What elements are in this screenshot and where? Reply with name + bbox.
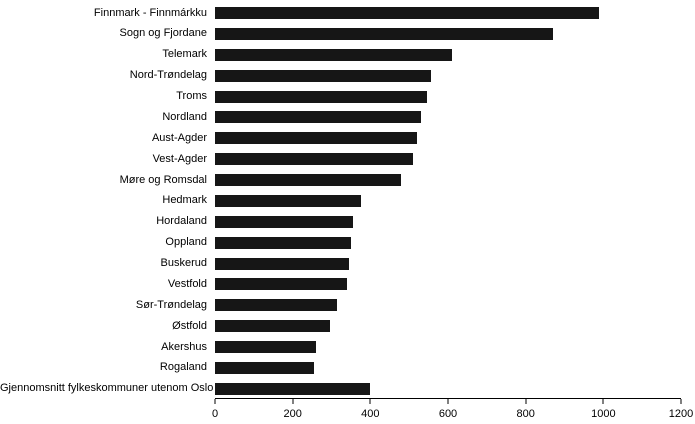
- bar: [215, 174, 402, 186]
- category-label: Østfold: [172, 319, 207, 332]
- chart-row: Hordaland: [0, 212, 681, 232]
- x-axis-tick-label: 0: [211, 408, 219, 420]
- chart-row: Vestfold: [0, 274, 681, 294]
- category-label: Finnmark - Finnmárkku: [93, 6, 207, 19]
- bar: [215, 341, 316, 353]
- bar-track: [215, 132, 681, 145]
- x-axis-tick: [525, 399, 527, 404]
- x-axis-tick-label: 800: [516, 408, 535, 420]
- category-label: Buskerud: [160, 257, 207, 269]
- bar: [215, 215, 353, 228]
- x-axis-tick-label: 400: [361, 408, 380, 420]
- x-axis-tick: [369, 399, 371, 404]
- bar-track: [215, 299, 681, 312]
- bar-track: [215, 48, 681, 61]
- bar-track: [215, 341, 681, 353]
- bar-track: [215, 7, 681, 19]
- bar: [215, 69, 431, 82]
- bar: [215, 236, 351, 249]
- bar: [215, 382, 371, 395]
- chart-row: Vest-Agder: [0, 149, 681, 169]
- category-label: Nordland: [162, 110, 207, 123]
- chart-row: Rogaland: [0, 358, 681, 378]
- x-axis-tick-labels: 0 200 400 600 800 1000 1200: [211, 408, 693, 421]
- x-axis-tick-label: 1000: [591, 408, 616, 420]
- bar-track: [215, 27, 681, 40]
- bar: [215, 153, 414, 166]
- bar-track: [215, 361, 681, 374]
- x-axis-tick: [680, 399, 682, 404]
- category-label: Vest-Agder: [152, 152, 207, 165]
- bar: [215, 48, 452, 61]
- category-label: Hedmark: [162, 194, 207, 207]
- chart-row: Sør-Trøndelag: [0, 295, 681, 315]
- chart-row: Finnmark - Finnmárkku: [0, 3, 681, 23]
- bar: [215, 27, 553, 40]
- bar: [215, 111, 421, 124]
- chart-rows: Finnmark - Finnmárkku Sogn og Fjordane Tel…: [0, 3, 681, 399]
- category-label: Rogaland: [159, 361, 207, 374]
- category-label: Aust-Agder: [151, 131, 207, 144]
- category-label: Hordaland: [156, 215, 207, 228]
- chart-row: Telemark: [0, 45, 681, 65]
- bar-track: [215, 215, 681, 228]
- x-axis-tick: [447, 399, 449, 404]
- chart-row: Troms: [0, 87, 681, 107]
- chart-row: Nordland: [0, 107, 681, 127]
- category-label: Telemark: [162, 48, 207, 61]
- chart-row: Østfold: [0, 316, 681, 336]
- chart-row: Gjennomsnitt fylkeskommuner utenom Oslo: [0, 379, 681, 399]
- chart-row: Aust-Agder: [0, 128, 681, 148]
- category-label: Møre og Romsdal: [119, 173, 207, 186]
- x-axis-tick-label: 1200: [668, 408, 694, 420]
- category-label: Nord-Trøndelag: [129, 69, 207, 82]
- category-label: Sør-Trøndelag: [135, 298, 207, 311]
- x-axis-tick: [602, 399, 604, 404]
- bar: [215, 132, 417, 145]
- bar: [215, 7, 600, 19]
- chart-row: Møre og Romsdal: [0, 170, 681, 190]
- chart-row: Sogn og Fjordane: [0, 24, 681, 44]
- bar-track: [215, 174, 681, 186]
- bar: [215, 257, 349, 270]
- category-label: Gjennomsnitt fylkeskommuner utenom Oslo: [0, 382, 214, 395]
- bar-track: [215, 382, 681, 395]
- bar-track: [215, 153, 681, 166]
- bar: [215, 194, 361, 207]
- bar-track: [215, 320, 681, 333]
- category-label: Oppland: [165, 236, 207, 249]
- bar: [215, 299, 338, 312]
- chart-row: Oppland: [0, 233, 681, 253]
- x-axis-tick: [214, 399, 216, 404]
- chart-row: Nord-Trøndelag: [0, 66, 681, 86]
- bar-track: [215, 236, 681, 249]
- bar-track: [215, 194, 681, 207]
- bar-track: [215, 69, 681, 82]
- category-label: Troms: [176, 90, 207, 102]
- chart-row: Akershus: [0, 337, 681, 357]
- x-axis: [214, 398, 682, 405]
- category-label: Sogn og Fjordane: [119, 27, 207, 40]
- x-axis-tick: [292, 399, 294, 404]
- bar: [215, 361, 315, 374]
- bar-track: [215, 90, 681, 103]
- category-label: Akershus: [161, 340, 207, 353]
- chart-row: Buskerud: [0, 254, 681, 274]
- chart-row: Hedmark: [0, 191, 681, 211]
- bar-track: [215, 278, 681, 291]
- bar-track: [215, 257, 681, 270]
- category-label: Vestfold: [167, 277, 207, 290]
- bar: [215, 90, 427, 103]
- bar: [215, 320, 330, 333]
- bar: [215, 278, 348, 291]
- bar-track: [215, 111, 681, 124]
- x-axis-tick-label: 200: [283, 408, 302, 420]
- x-axis-tick-label: 600: [438, 408, 458, 420]
